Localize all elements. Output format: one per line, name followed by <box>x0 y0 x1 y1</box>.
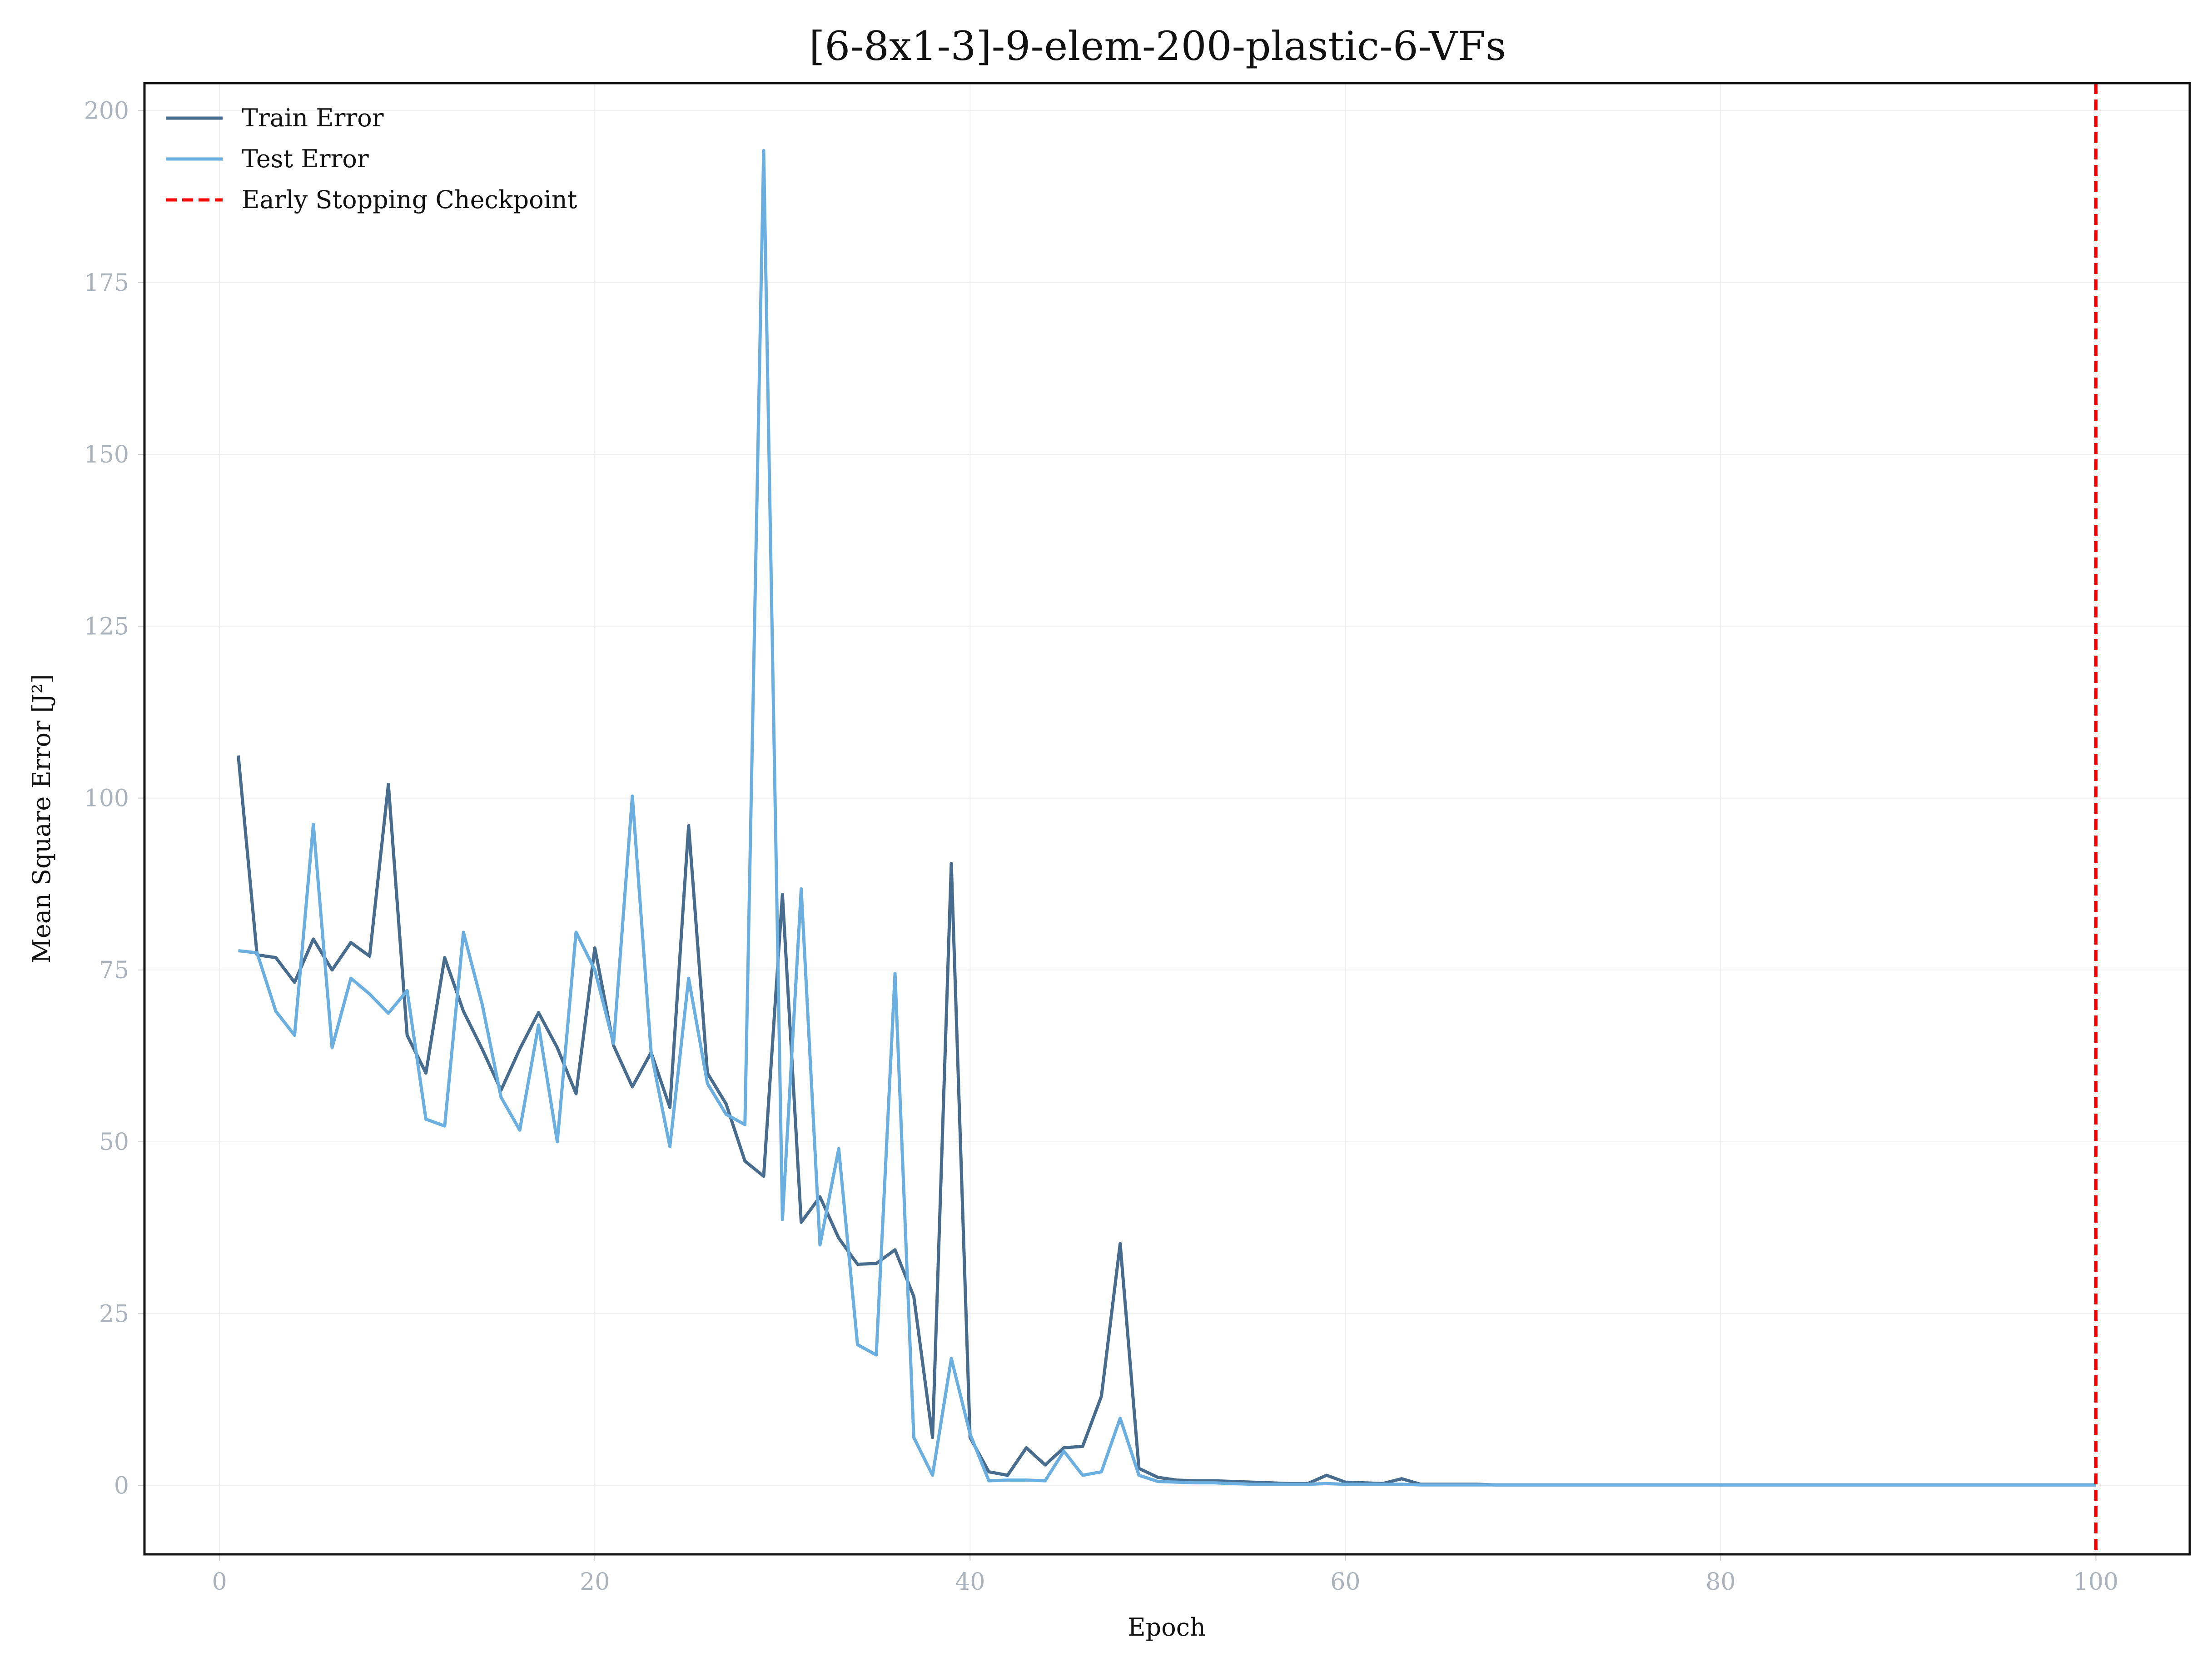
x-tick-label: 40 <box>955 1568 985 1596</box>
legend-label-early-stopping: Early Stopping Checkpoint <box>242 185 577 214</box>
y-tick-label: 0 <box>114 1473 129 1500</box>
y-axis-label: Mean Square Error [J²] <box>27 674 56 964</box>
series-line-test-error <box>238 149 2096 1487</box>
y-tick-label: 175 <box>84 269 129 297</box>
x-tick-label: 100 <box>2073 1568 2118 1596</box>
y-tick-label: 25 <box>99 1300 129 1328</box>
x-axis-label: Epoch <box>1128 1613 1206 1642</box>
series-line-train-error <box>237 755 2096 1487</box>
legend: Train Error Test Error Early Stopping Ch… <box>166 104 577 214</box>
legend-label-test-error: Test Error <box>242 144 369 173</box>
chart-title: [6-8x1-3]-9-elem-200-plastic-6-VFs <box>809 23 1506 70</box>
y-tick-label: 75 <box>99 957 129 984</box>
legend-label-train-error: Train Error <box>242 104 384 132</box>
x-tick-label: 20 <box>580 1568 610 1596</box>
plot-frame <box>143 82 2191 1556</box>
lines-layer <box>237 83 2098 1554</box>
x-tick-label: 0 <box>212 1568 227 1596</box>
y-tick-label: 100 <box>84 785 129 812</box>
x-tick-label: 60 <box>1330 1568 1360 1596</box>
y-tick-label: 125 <box>84 613 129 640</box>
y-tick-label: 50 <box>99 1129 129 1156</box>
y-tick-label: 200 <box>84 98 129 125</box>
x-tick-label: 80 <box>1705 1568 1735 1596</box>
grid-layer <box>144 83 2190 1554</box>
y-tick-label: 150 <box>84 441 129 468</box>
ticks-layer: 0 20 40 60 80 100 0 25 50 75 100 125 150 175 200 <box>84 98 2118 1596</box>
